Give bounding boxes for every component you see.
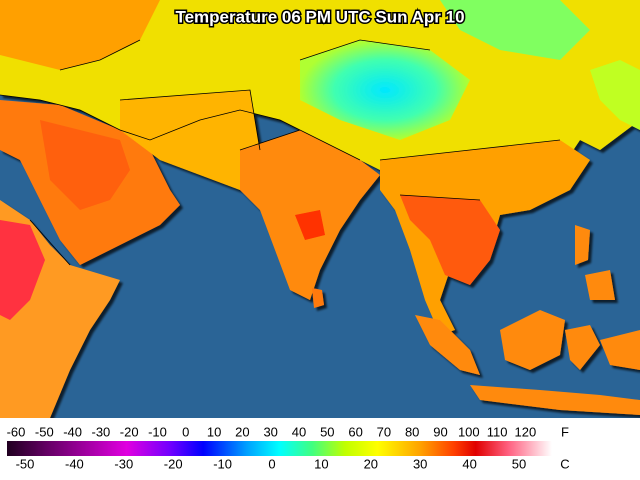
celsius-label: 50: [512, 456, 526, 471]
fahrenheit-label: 50: [320, 424, 334, 439]
land-tibet: [300, 40, 470, 140]
celsius-label: -40: [65, 456, 84, 471]
land-iran: [120, 90, 260, 190]
color-scale: [7, 441, 552, 456]
celsius-label: 30: [413, 456, 427, 471]
celsius-labels: -50 -40 -30 -20 -10 0 10 20 30 40 50: [16, 456, 527, 471]
land-sulawesi: [565, 325, 640, 370]
celsius-label: -10: [213, 456, 232, 471]
borders: [0, 39, 561, 266]
fahrenheit-label: -20: [120, 424, 139, 439]
fahrenheit-label: -60: [7, 424, 26, 439]
fahrenheit-label: 10: [207, 424, 221, 439]
fahrenheit-label: 30: [263, 424, 277, 439]
fahrenheit-label: 40: [292, 424, 306, 439]
fahrenheit-label: 120: [515, 424, 537, 439]
fahrenheit-label: 90: [433, 424, 447, 439]
land: [0, 0, 640, 418]
fahrenheit-label: 60: [348, 424, 362, 439]
land-africa-hot: [0, 220, 45, 320]
celsius-label: 20: [364, 456, 378, 471]
land-sumatra: [415, 315, 480, 375]
fahrenheit-label: 20: [235, 424, 249, 439]
celsius-label: -50: [16, 456, 35, 471]
fahrenheit-label: 0: [182, 424, 189, 439]
celsius-unit: C: [560, 456, 569, 471]
land-turkey: [0, 0, 160, 70]
fahrenheit-label: -50: [35, 424, 54, 439]
celsius-label: 0: [268, 456, 275, 471]
land-india-hot: [295, 210, 325, 240]
map-title: Temperature 06 PM UTC Sun Apr 10: [175, 7, 464, 26]
land-indochina: [400, 195, 500, 285]
land-arabia-core: [40, 120, 130, 210]
fahrenheit-label: -10: [148, 424, 167, 439]
land-srilanka: [312, 288, 324, 308]
fahrenheit-label: -40: [63, 424, 82, 439]
fahrenheit-label: 80: [405, 424, 419, 439]
celsius-label: 10: [314, 456, 328, 471]
fahrenheit-label: 70: [377, 424, 391, 439]
celsius-label: 40: [462, 456, 476, 471]
fahrenheit-labels: -60 -50 -40 -30 -20 -10 0 10 20 30 40 50 60 70 80 90 100…: [7, 424, 537, 439]
fahrenheit-unit: F: [561, 424, 569, 439]
celsius-label: -30: [114, 456, 133, 471]
land-borneo: [500, 310, 565, 370]
land-philippines: [575, 225, 615, 300]
land-java: [470, 385, 640, 415]
land-korea: [590, 60, 640, 130]
land-mongolia: [440, 0, 590, 60]
fahrenheit-label: -30: [92, 424, 111, 439]
fahrenheit-label: 100: [458, 424, 480, 439]
fahrenheit-label: 110: [487, 424, 508, 439]
celsius-label: -20: [164, 456, 183, 471]
